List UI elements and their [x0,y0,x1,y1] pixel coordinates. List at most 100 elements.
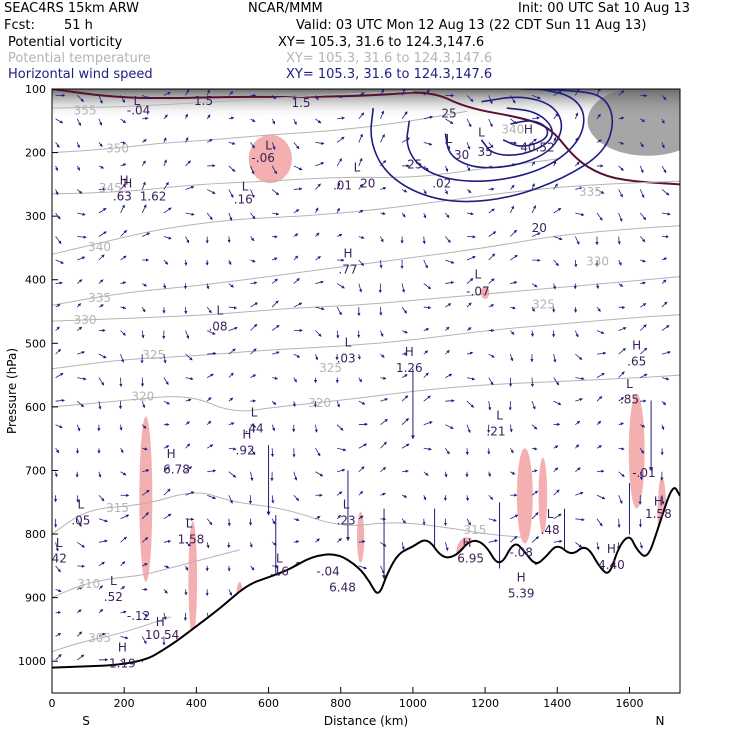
x-tick-label: 0 [49,697,56,710]
wind-vector [142,447,148,451]
field-wind-name: Horizontal wind speed [8,67,153,82]
pv-positive-area [188,521,198,636]
wind-vector [55,165,58,172]
wind-vector [661,377,670,381]
wind-vector [55,372,64,378]
wind-vector [163,445,170,449]
wind-vector [401,283,406,293]
wind-vector [423,395,431,402]
wind-vector [661,189,670,196]
wind-vector [163,612,167,621]
wind-vector [98,95,103,104]
field-extremum-label: 25 [407,157,422,171]
wind-vector [380,541,387,547]
wind-vector [120,204,125,214]
field-extremum-label: H [118,641,127,655]
wind-vector [661,118,665,124]
wind-vector [575,542,583,548]
theta-contour-label: 305 [88,631,111,645]
wind-vector [272,257,278,261]
wind-vector [120,586,126,590]
wind-vector [661,212,671,216]
wind-vector [163,137,167,143]
wind-vector [228,397,234,402]
x-tick-label: 1600 [615,697,643,710]
wind-vector [575,467,581,473]
wind-vector [98,118,103,126]
wind-vector [466,278,474,284]
wind-vector [185,353,193,361]
field-extremum-label: 20 [360,177,375,191]
wind-vector [55,424,63,429]
wind-vector [358,209,364,214]
wind-vector [358,92,365,96]
wind-vector [55,632,62,637]
wind-vector [141,306,146,313]
wind-vector [553,467,559,473]
wind-vector [336,424,344,431]
wind-vector [293,278,300,284]
theta-contour-label: 320 [308,396,331,410]
wind-vector [618,141,625,145]
wind-vector [488,304,495,308]
field-extremum-label: H [167,447,176,461]
wind-vector [141,204,147,214]
x-tick-label: 600 [258,697,279,710]
wind-vector [250,471,254,482]
wind-vector [228,189,234,198]
wind-vector [618,283,624,287]
wind-vector [401,443,410,449]
wind-vector [423,421,433,426]
wind-vector [315,306,325,311]
wind-vector [77,609,82,614]
wind-vector [315,538,320,543]
wind-vector [337,116,345,120]
wind-vector [575,398,583,402]
wind-vector [76,495,80,503]
wind-vector [639,471,643,481]
wind-vector [250,236,255,242]
wind-vector [227,518,231,527]
wind-vector [488,231,497,237]
wind-vector [293,471,298,481]
wind-vector [141,139,147,143]
wind-speed-contour [502,120,549,147]
forecast-label: Fcst: [4,18,35,33]
wind-vector [185,491,195,496]
field-extremum-label: .01 [333,178,352,192]
wind-vector [445,399,455,403]
field-extremum-label: 10.54 [145,628,179,642]
x-tick-label: 1000 [399,697,427,710]
wind-vector [358,490,364,496]
y-tick-label: 700 [25,464,46,477]
field-pv-name: Potential vorticity [8,35,123,50]
wind-vector [271,424,276,432]
wind-vector [228,447,237,451]
wind-vector [531,116,540,120]
wind-vector [466,377,476,381]
wind-vector [336,136,345,143]
field-extremum-label: L [626,377,633,391]
field-extremum-label: 30 [454,148,469,162]
wind-vector [684,166,692,169]
field-extremum-label: L [547,507,554,521]
wind-speed-contour [370,89,614,203]
pv-positive-area [516,448,533,544]
wind-vector [553,377,560,386]
wind-vector [76,95,85,102]
field-extremum-label: L [496,409,503,423]
wind-vector [206,444,214,449]
wind-vector [250,165,255,175]
wind-vector [661,142,665,149]
wind-vector [466,327,472,331]
theta-contour-label: 340 [501,123,524,137]
wind-vector [596,420,602,425]
wind-vector [98,207,107,214]
wind-vector [618,90,625,96]
field-extremum-label: .21 [486,425,505,439]
wind-vector [142,232,151,237]
wind-vector [684,541,689,542]
wind-vector [423,142,433,146]
field-extremum-label: -.04 [316,564,339,578]
wind-vector [575,517,585,522]
